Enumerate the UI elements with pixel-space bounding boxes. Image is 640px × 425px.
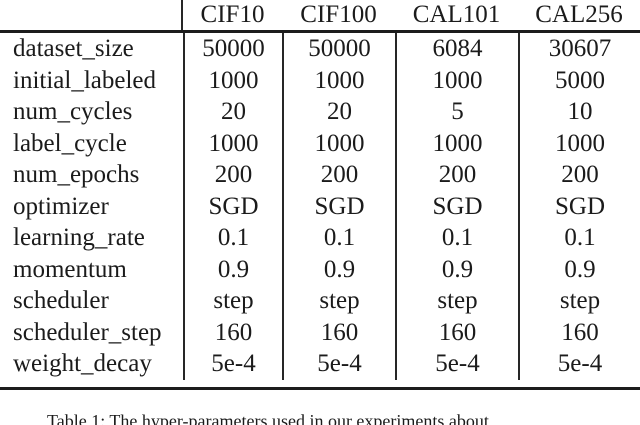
row-label: scheduler_step xyxy=(13,318,162,346)
row-value: 200 xyxy=(183,159,282,191)
row-value: 200 xyxy=(395,159,518,191)
row-value: 5000 xyxy=(518,64,640,96)
row-value: 200 xyxy=(518,159,640,191)
row-value: 0.1 xyxy=(518,222,640,254)
row-value: 160 xyxy=(183,316,282,348)
table-row: num_epochs 200 200 200 200 xyxy=(0,159,640,191)
row-value: 0.9 xyxy=(183,253,282,285)
row-value: 10 xyxy=(518,96,640,128)
row-value: 6084 xyxy=(395,33,518,65)
table-row: scheduler step step step step xyxy=(0,285,640,317)
row-value: step xyxy=(282,285,395,317)
row-value: 160 xyxy=(518,316,640,348)
row-value: 160 xyxy=(282,316,395,348)
table-row: num_cycles 20 20 5 10 xyxy=(0,96,640,128)
table-row: weight_decay 5e-4 5e-4 5e-4 5e-4 xyxy=(0,348,640,380)
table-row: optimizer SGD SGD SGD SGD xyxy=(0,190,640,222)
row-value: 5e-4 xyxy=(282,348,395,380)
row-value: 5e-4 xyxy=(518,348,640,380)
row-label: num_cycles xyxy=(13,98,133,125)
row-value: 50000 xyxy=(282,33,395,65)
table-row: label_cycle 1000 1000 1000 1000 xyxy=(0,127,640,159)
row-value: step xyxy=(518,285,640,317)
row-value: 5 xyxy=(395,96,518,128)
row-label: momentum xyxy=(13,255,127,283)
row-label: dataset_size xyxy=(13,35,134,62)
row-value: step xyxy=(395,285,518,317)
row-label: initial_labeled xyxy=(13,66,157,94)
row-value: 0.9 xyxy=(395,253,518,285)
table-caption: Table 1: The hyper-parameters used in ou… xyxy=(47,411,489,425)
row-value: 50000 xyxy=(183,33,282,65)
table-row: dataset_size 50000 50000 6084 30607 xyxy=(0,33,640,65)
row-value: 0.1 xyxy=(282,222,395,254)
row-value: 20 xyxy=(183,96,282,128)
table-body: dataset_size 50000 50000 6084 30607 initial_l… xyxy=(0,33,640,380)
row-value: 160 xyxy=(395,316,518,348)
row-value: 1000 xyxy=(282,64,395,96)
column-header: CAL101 xyxy=(412,1,501,28)
header-corner-cell xyxy=(0,0,183,30)
row-value: SGD xyxy=(395,190,518,222)
row-value: 1000 xyxy=(395,127,518,159)
table-header-row: CIF10 CIF100 CAL101 CAL256 xyxy=(0,0,640,33)
row-value: 30607 xyxy=(518,33,640,65)
row-label: label_cycle xyxy=(13,129,127,157)
table-row: learning_rate 0.1 0.1 0.1 0.1 xyxy=(0,222,640,254)
row-value: SGD xyxy=(183,190,282,222)
row-value: SGD xyxy=(282,190,395,222)
row-value: 1000 xyxy=(518,127,640,159)
row-value: 0.9 xyxy=(518,253,640,285)
row-value: step xyxy=(183,285,282,317)
row-label: scheduler xyxy=(13,287,109,314)
row-value: 0.1 xyxy=(183,222,282,254)
table-row: initial_labeled 1000 1000 1000 5000 xyxy=(0,64,640,96)
row-value: 0.9 xyxy=(282,253,395,285)
row-label: weight_decay xyxy=(13,350,152,377)
row-value: SGD xyxy=(518,190,640,222)
row-value: 1000 xyxy=(183,64,282,96)
row-value: 200 xyxy=(282,159,395,191)
row-value: 1000 xyxy=(183,127,282,159)
row-label: optimizer xyxy=(13,192,109,220)
table-bottom-rule xyxy=(0,386,640,390)
row-value: 1000 xyxy=(282,127,395,159)
column-header: CAL256 xyxy=(535,1,623,28)
row-value: 0.1 xyxy=(395,222,518,254)
row-label: num_epochs xyxy=(13,161,140,188)
rule-gap xyxy=(0,380,640,387)
hyperparameter-table: CIF10 CIF100 CAL101 CAL256 dataset_size 5… xyxy=(0,0,640,390)
column-header: CIF100 xyxy=(300,1,377,28)
row-label: learning_rate xyxy=(13,224,145,251)
row-value: 1000 xyxy=(395,64,518,96)
row-value: 5e-4 xyxy=(183,348,282,380)
table-row: scheduler_step 160 160 160 160 xyxy=(0,316,640,348)
row-value: 20 xyxy=(282,96,395,128)
table-row: momentum 0.9 0.9 0.9 0.9 xyxy=(0,253,640,285)
column-header: CIF10 xyxy=(200,1,265,28)
row-value: 5e-4 xyxy=(395,348,518,380)
